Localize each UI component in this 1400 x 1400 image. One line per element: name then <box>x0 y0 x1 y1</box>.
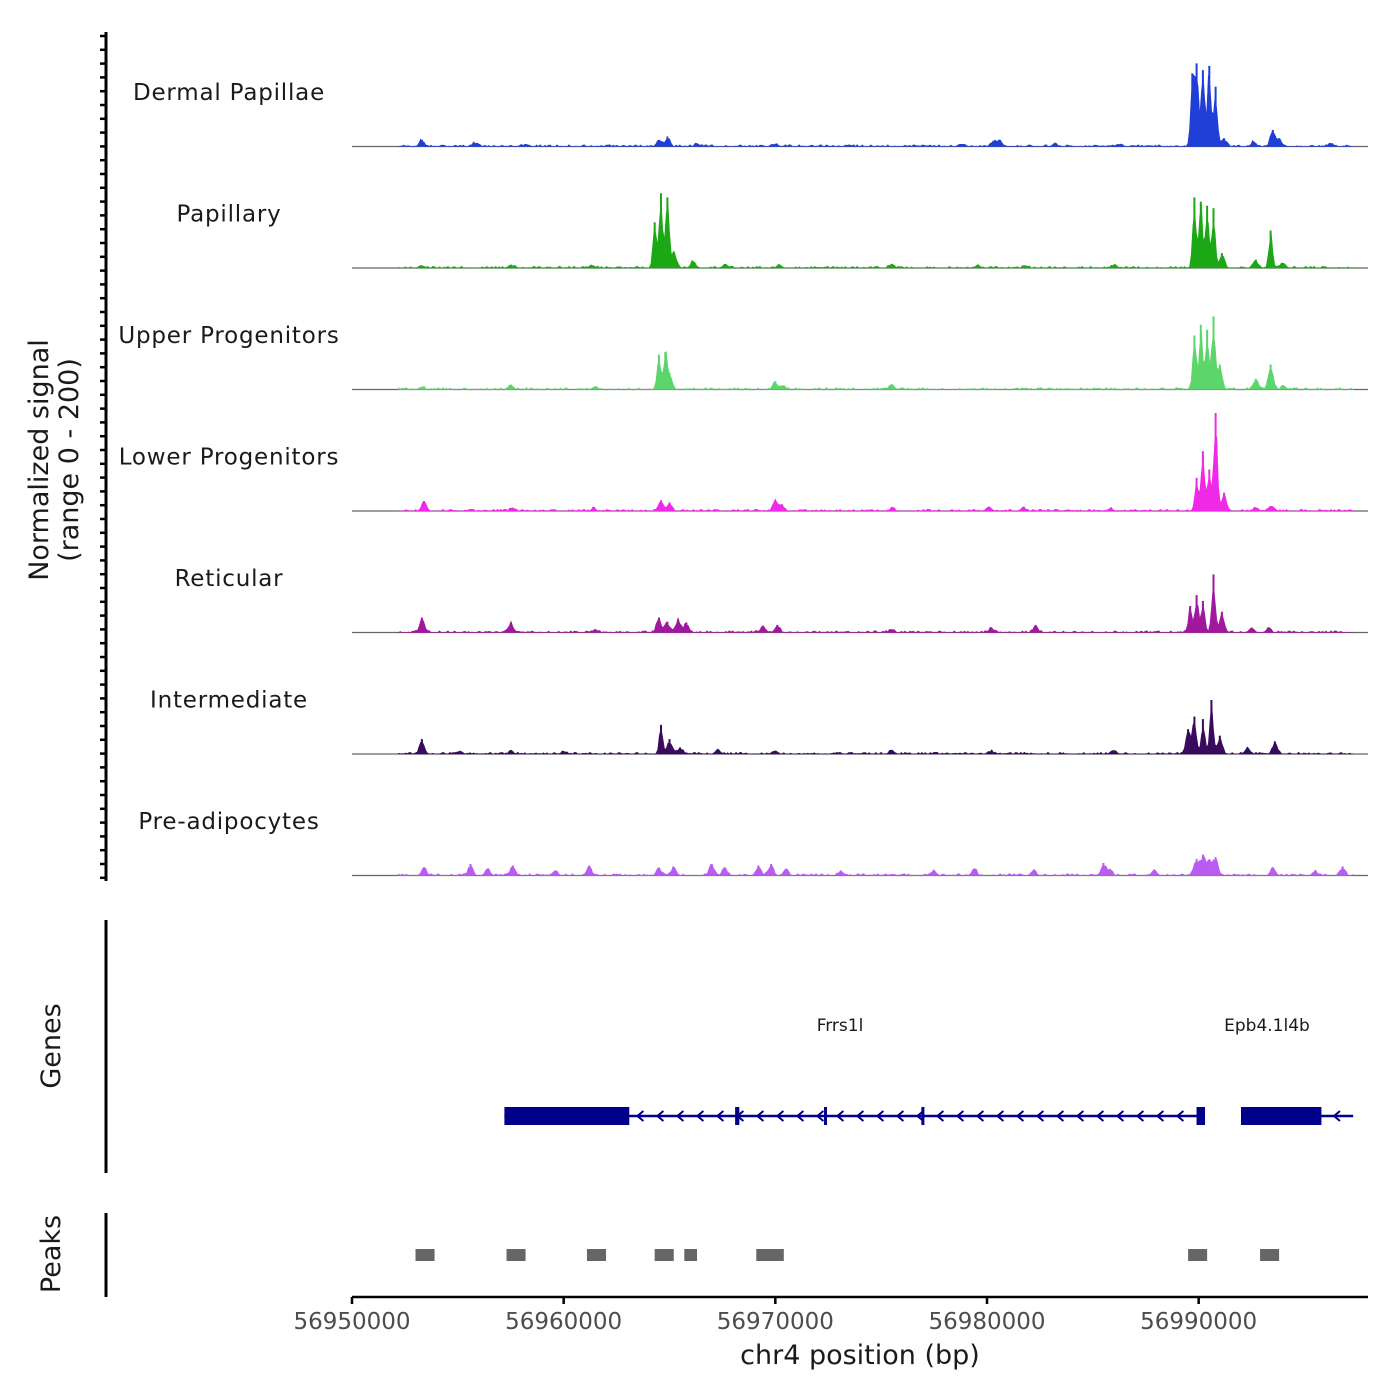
coverage-area <box>398 435 1355 512</box>
y-axis-title-line2: (range 0 - 200) <box>54 358 85 562</box>
track-dermal-papillae: Dermal Papillae <box>133 63 1368 148</box>
coverage-tracks: Dermal Papillae Papillary Upper Progenitor… <box>118 63 1368 877</box>
coverage-area <box>398 702 1354 755</box>
peak-region <box>756 1249 784 1261</box>
x-tick-label: 56990000 <box>1140 1309 1257 1335</box>
strand-arrow <box>1175 1110 1185 1122</box>
strand-arrow <box>875 1110 885 1122</box>
genes-track-label: Genes <box>36 1003 67 1088</box>
x-tick-label: 56970000 <box>717 1309 834 1335</box>
strand-arrow <box>675 1110 685 1122</box>
gene-exon <box>921 1107 925 1125</box>
strand-arrow <box>835 1110 845 1122</box>
strand-arrow <box>1095 1110 1105 1122</box>
track-intermediate: Intermediate <box>150 688 1368 755</box>
gene-name: Frrs1l <box>817 1016 864 1036</box>
gene-exon <box>1241 1107 1322 1125</box>
strand-arrow <box>955 1110 965 1122</box>
track-label: Pre-adipocytes <box>138 809 319 835</box>
gene-annotation-track: Frrs1l Epb4.1l4b <box>504 1016 1354 1125</box>
strand-arrow <box>695 1110 705 1122</box>
signal-y-ticks <box>100 34 106 880</box>
track-lower-progenitors: Lower Progenitors <box>119 413 1368 512</box>
peak-region <box>415 1249 435 1261</box>
gene-frrs1l: Frrs1l <box>504 1016 1206 1125</box>
track-reticular: Reticular <box>175 566 1368 634</box>
peak-region <box>684 1249 698 1261</box>
gene-exon <box>735 1107 740 1125</box>
track-upper-progenitors: Upper Progenitors <box>118 316 1368 391</box>
strand-arrow <box>995 1110 1005 1122</box>
x-axis-ticks: 56950000 56960000 56970000 56980000 56990000 <box>293 1297 1257 1335</box>
strand-arrow <box>895 1110 905 1122</box>
track-label: Reticular <box>175 566 284 592</box>
coverage-area <box>398 73 1354 147</box>
x-tick-label: 56980000 <box>928 1309 1045 1335</box>
strand-arrow <box>1135 1110 1145 1122</box>
x-tick-label: 56960000 <box>505 1309 622 1335</box>
gene-epb4-1l4b: Epb4.1l4b <box>1224 1016 1354 1125</box>
strand-arrow <box>815 1110 825 1122</box>
x-tick-label: 56950000 <box>293 1309 410 1335</box>
peak-region <box>506 1249 526 1261</box>
track-papillary: Papillary <box>176 193 1368 269</box>
peak-region <box>1188 1249 1208 1261</box>
track-pre-adipocytes: Pre-adipocytes <box>138 809 1368 877</box>
gene-name: Epb4.1l4b <box>1224 1016 1310 1036</box>
track-label: Dermal Papillae <box>133 80 325 106</box>
strand-arrow <box>975 1110 985 1122</box>
strand-arrow <box>1015 1110 1025 1122</box>
strand-arrow <box>795 1110 805 1122</box>
strand-arrow <box>935 1110 945 1122</box>
strand-arrow <box>635 1110 645 1122</box>
coverage-area <box>398 331 1355 390</box>
track-label: Lower Progenitors <box>119 445 340 471</box>
peaks-track <box>415 1249 1280 1261</box>
strand-arrow <box>755 1110 765 1122</box>
x-axis-title: chr4 position (bp) <box>740 1340 980 1371</box>
gene-exon <box>1196 1107 1206 1125</box>
y-axis-title-line1: Normalized signal <box>24 339 55 581</box>
strand-arrow <box>1055 1110 1065 1122</box>
strand-arrow <box>1035 1110 1045 1122</box>
track-label: Papillary <box>176 202 281 228</box>
strand-arrow <box>1155 1110 1165 1122</box>
strand-arrow <box>1115 1110 1125 1122</box>
strand-arrow <box>1075 1110 1085 1122</box>
gene-exon <box>504 1107 630 1125</box>
gene-exon <box>824 1107 828 1125</box>
coverage-area <box>398 200 1354 269</box>
strand-arrow <box>715 1110 725 1122</box>
peak-region <box>654 1249 674 1261</box>
peaks-track-label: Peaks <box>36 1215 67 1293</box>
strand-arrow <box>655 1110 665 1122</box>
strand-arrow <box>775 1110 785 1122</box>
strand-arrow <box>1332 1110 1341 1122</box>
strand-arrow <box>855 1110 865 1122</box>
track-label: Intermediate <box>150 688 308 714</box>
track-label: Upper Progenitors <box>118 323 339 349</box>
y-axis-title: Normalized signal (range 0 - 200) <box>24 339 85 581</box>
peak-region <box>1260 1249 1280 1261</box>
peak-region <box>586 1249 606 1261</box>
coverage-area <box>397 581 1354 633</box>
